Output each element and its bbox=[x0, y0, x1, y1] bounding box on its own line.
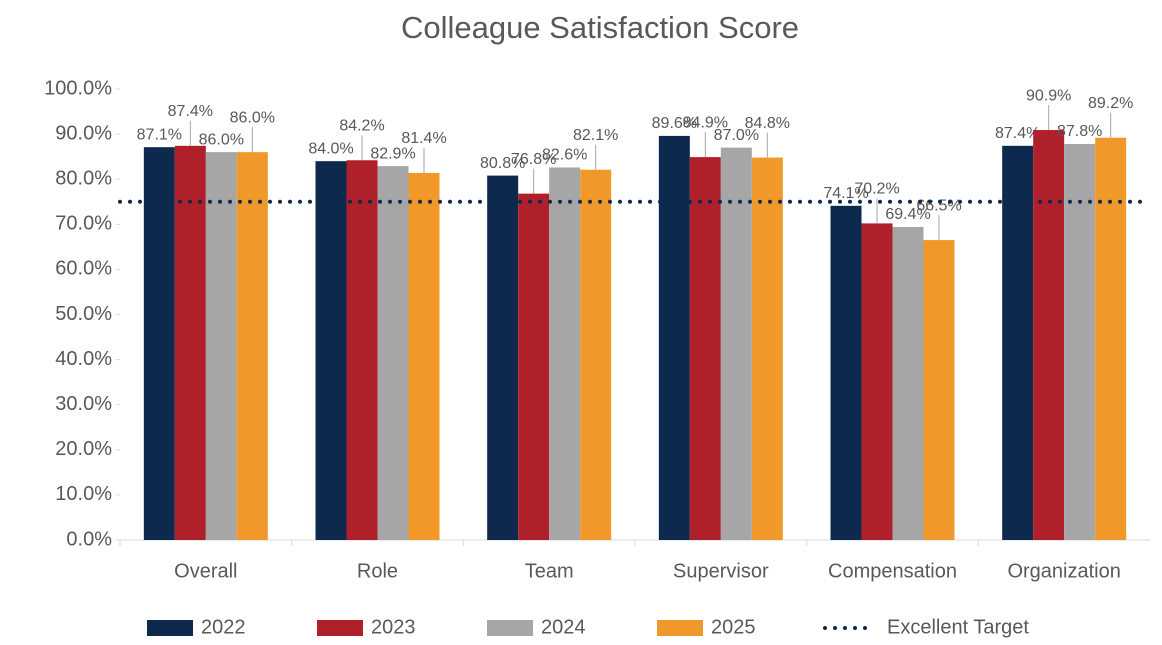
y-tick-label: 60.0% bbox=[55, 258, 112, 280]
legend-label: Excellent Target bbox=[887, 616, 1029, 638]
data-label: 82.6% bbox=[542, 147, 587, 164]
bar bbox=[751, 157, 783, 540]
bar bbox=[830, 205, 862, 540]
bar bbox=[205, 152, 237, 540]
legend-swatch bbox=[657, 620, 703, 636]
bar bbox=[580, 169, 612, 540]
data-label: 66.5% bbox=[916, 197, 961, 214]
chart-title: Colleague Satisfaction Score bbox=[401, 10, 799, 45]
legend-swatch bbox=[317, 620, 363, 636]
x-tick-label: Supervisor bbox=[673, 560, 769, 582]
bar bbox=[1064, 144, 1096, 540]
data-label: 82.9% bbox=[370, 145, 415, 162]
data-label: 87.1% bbox=[137, 126, 182, 143]
bar bbox=[487, 175, 519, 541]
bar bbox=[143, 147, 175, 540]
bar bbox=[549, 167, 581, 540]
data-label: 80.8% bbox=[480, 155, 525, 172]
legend-label: 2025 bbox=[711, 616, 756, 638]
bar bbox=[315, 161, 347, 540]
bar bbox=[1002, 145, 1034, 541]
bar bbox=[346, 160, 378, 540]
data-label: 74.1% bbox=[823, 185, 868, 202]
legend-label: 2022 bbox=[201, 616, 246, 638]
y-tick-label: 80.0% bbox=[55, 167, 112, 189]
bar bbox=[689, 157, 721, 540]
legend-swatch bbox=[147, 620, 193, 636]
data-label: 84.2% bbox=[339, 117, 384, 134]
x-tick-label: Overall bbox=[174, 560, 237, 582]
y-tick-label: 10.0% bbox=[55, 483, 112, 505]
y-tick-label: 0.0% bbox=[66, 528, 112, 550]
data-label: 87.4% bbox=[168, 103, 213, 120]
x-tick-label: Team bbox=[525, 560, 574, 582]
data-label: 87.4% bbox=[995, 125, 1040, 142]
bar bbox=[720, 147, 752, 540]
data-label: 70.2% bbox=[854, 181, 899, 198]
data-label: 84.0% bbox=[308, 140, 353, 157]
y-tick-label: 20.0% bbox=[55, 438, 112, 460]
bar bbox=[658, 135, 690, 541]
legend-swatch bbox=[487, 620, 533, 636]
data-label: 86.0% bbox=[230, 109, 275, 126]
data-label: 76.8% bbox=[511, 151, 556, 168]
data-label: 84.8% bbox=[745, 115, 790, 132]
bar bbox=[1033, 130, 1065, 540]
bar bbox=[923, 240, 955, 540]
x-tick-label: Role bbox=[357, 560, 398, 582]
data-label: 89.6% bbox=[652, 115, 697, 132]
bar bbox=[174, 145, 206, 541]
data-label: 84.9% bbox=[683, 114, 728, 131]
bar bbox=[377, 166, 409, 540]
y-tick-label: 100.0% bbox=[44, 77, 112, 99]
data-label: 82.1% bbox=[573, 127, 618, 144]
bar bbox=[1095, 137, 1127, 540]
bar bbox=[518, 193, 550, 540]
legend-label: 2023 bbox=[371, 616, 416, 638]
legend-label: 2024 bbox=[541, 616, 586, 638]
data-label: 69.4% bbox=[885, 206, 930, 223]
bar bbox=[236, 152, 268, 540]
data-label: 81.4% bbox=[401, 130, 446, 147]
data-label: 86.0% bbox=[199, 131, 244, 148]
y-tick-label: 70.0% bbox=[55, 213, 112, 235]
data-label: 90.9% bbox=[1026, 87, 1071, 104]
x-tick-label: Organization bbox=[1007, 560, 1120, 582]
bar bbox=[892, 227, 924, 541]
x-tick-label: Compensation bbox=[828, 560, 957, 582]
data-label: 89.2% bbox=[1088, 95, 1133, 112]
bar bbox=[408, 172, 440, 541]
y-tick-label: 30.0% bbox=[55, 393, 112, 415]
data-label: 87.0% bbox=[714, 127, 759, 144]
y-tick-label: 90.0% bbox=[55, 122, 112, 144]
data-label: 87.8% bbox=[1057, 123, 1102, 140]
y-tick-label: 50.0% bbox=[55, 303, 112, 325]
bar bbox=[861, 223, 893, 540]
y-tick-label: 40.0% bbox=[55, 348, 112, 370]
